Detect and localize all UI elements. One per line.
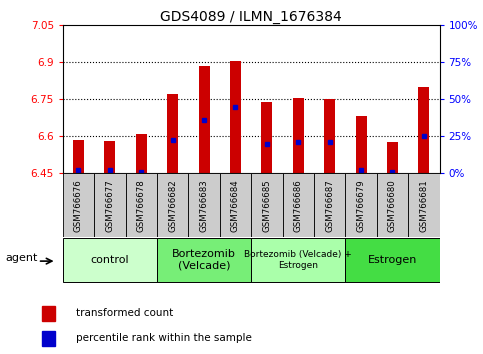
Text: GSM766687: GSM766687 (325, 179, 334, 232)
Text: GSM766679: GSM766679 (356, 179, 366, 232)
Text: GSM766683: GSM766683 (199, 179, 209, 232)
FancyBboxPatch shape (345, 238, 440, 282)
FancyBboxPatch shape (408, 173, 440, 237)
FancyBboxPatch shape (345, 173, 377, 237)
Text: GSM766678: GSM766678 (137, 179, 146, 232)
Text: GSM766684: GSM766684 (231, 179, 240, 232)
FancyBboxPatch shape (63, 238, 157, 282)
Text: GSM766677: GSM766677 (105, 179, 114, 232)
Bar (387, 143, 398, 173)
FancyBboxPatch shape (283, 173, 314, 237)
Bar (104, 141, 115, 173)
FancyBboxPatch shape (377, 173, 408, 237)
Bar (42, 306, 55, 321)
Text: Bortezomib
(Velcade): Bortezomib (Velcade) (172, 249, 236, 271)
Text: GSM766685: GSM766685 (262, 179, 271, 232)
Bar (73, 140, 84, 173)
FancyBboxPatch shape (251, 173, 283, 237)
FancyBboxPatch shape (63, 173, 94, 237)
Bar (355, 116, 367, 173)
FancyBboxPatch shape (157, 238, 251, 282)
Text: control: control (91, 255, 129, 265)
Title: GDS4089 / ILMN_1676384: GDS4089 / ILMN_1676384 (160, 10, 342, 24)
Bar (230, 61, 241, 173)
Text: percentile rank within the sample: percentile rank within the sample (76, 333, 252, 343)
Bar (261, 102, 272, 173)
FancyBboxPatch shape (126, 173, 157, 237)
FancyBboxPatch shape (251, 238, 345, 282)
Text: GSM766676: GSM766676 (74, 179, 83, 232)
Text: Bortezomib (Velcade) +
Estrogen: Bortezomib (Velcade) + Estrogen (244, 251, 352, 270)
FancyBboxPatch shape (94, 173, 126, 237)
Bar (167, 94, 178, 173)
Bar (136, 134, 147, 173)
Text: GSM766682: GSM766682 (168, 179, 177, 232)
Text: GSM766681: GSM766681 (419, 179, 428, 232)
Text: Estrogen: Estrogen (368, 255, 417, 265)
Bar (324, 99, 335, 173)
Text: agent: agent (5, 253, 37, 263)
Bar (199, 66, 210, 173)
FancyBboxPatch shape (157, 173, 188, 237)
Bar (293, 98, 304, 173)
Text: transformed count: transformed count (76, 308, 173, 318)
Bar (418, 87, 429, 173)
Text: GSM766686: GSM766686 (294, 179, 303, 232)
FancyBboxPatch shape (314, 173, 345, 237)
Text: GSM766680: GSM766680 (388, 179, 397, 232)
FancyBboxPatch shape (220, 173, 251, 237)
Bar (42, 331, 55, 346)
FancyBboxPatch shape (188, 173, 220, 237)
